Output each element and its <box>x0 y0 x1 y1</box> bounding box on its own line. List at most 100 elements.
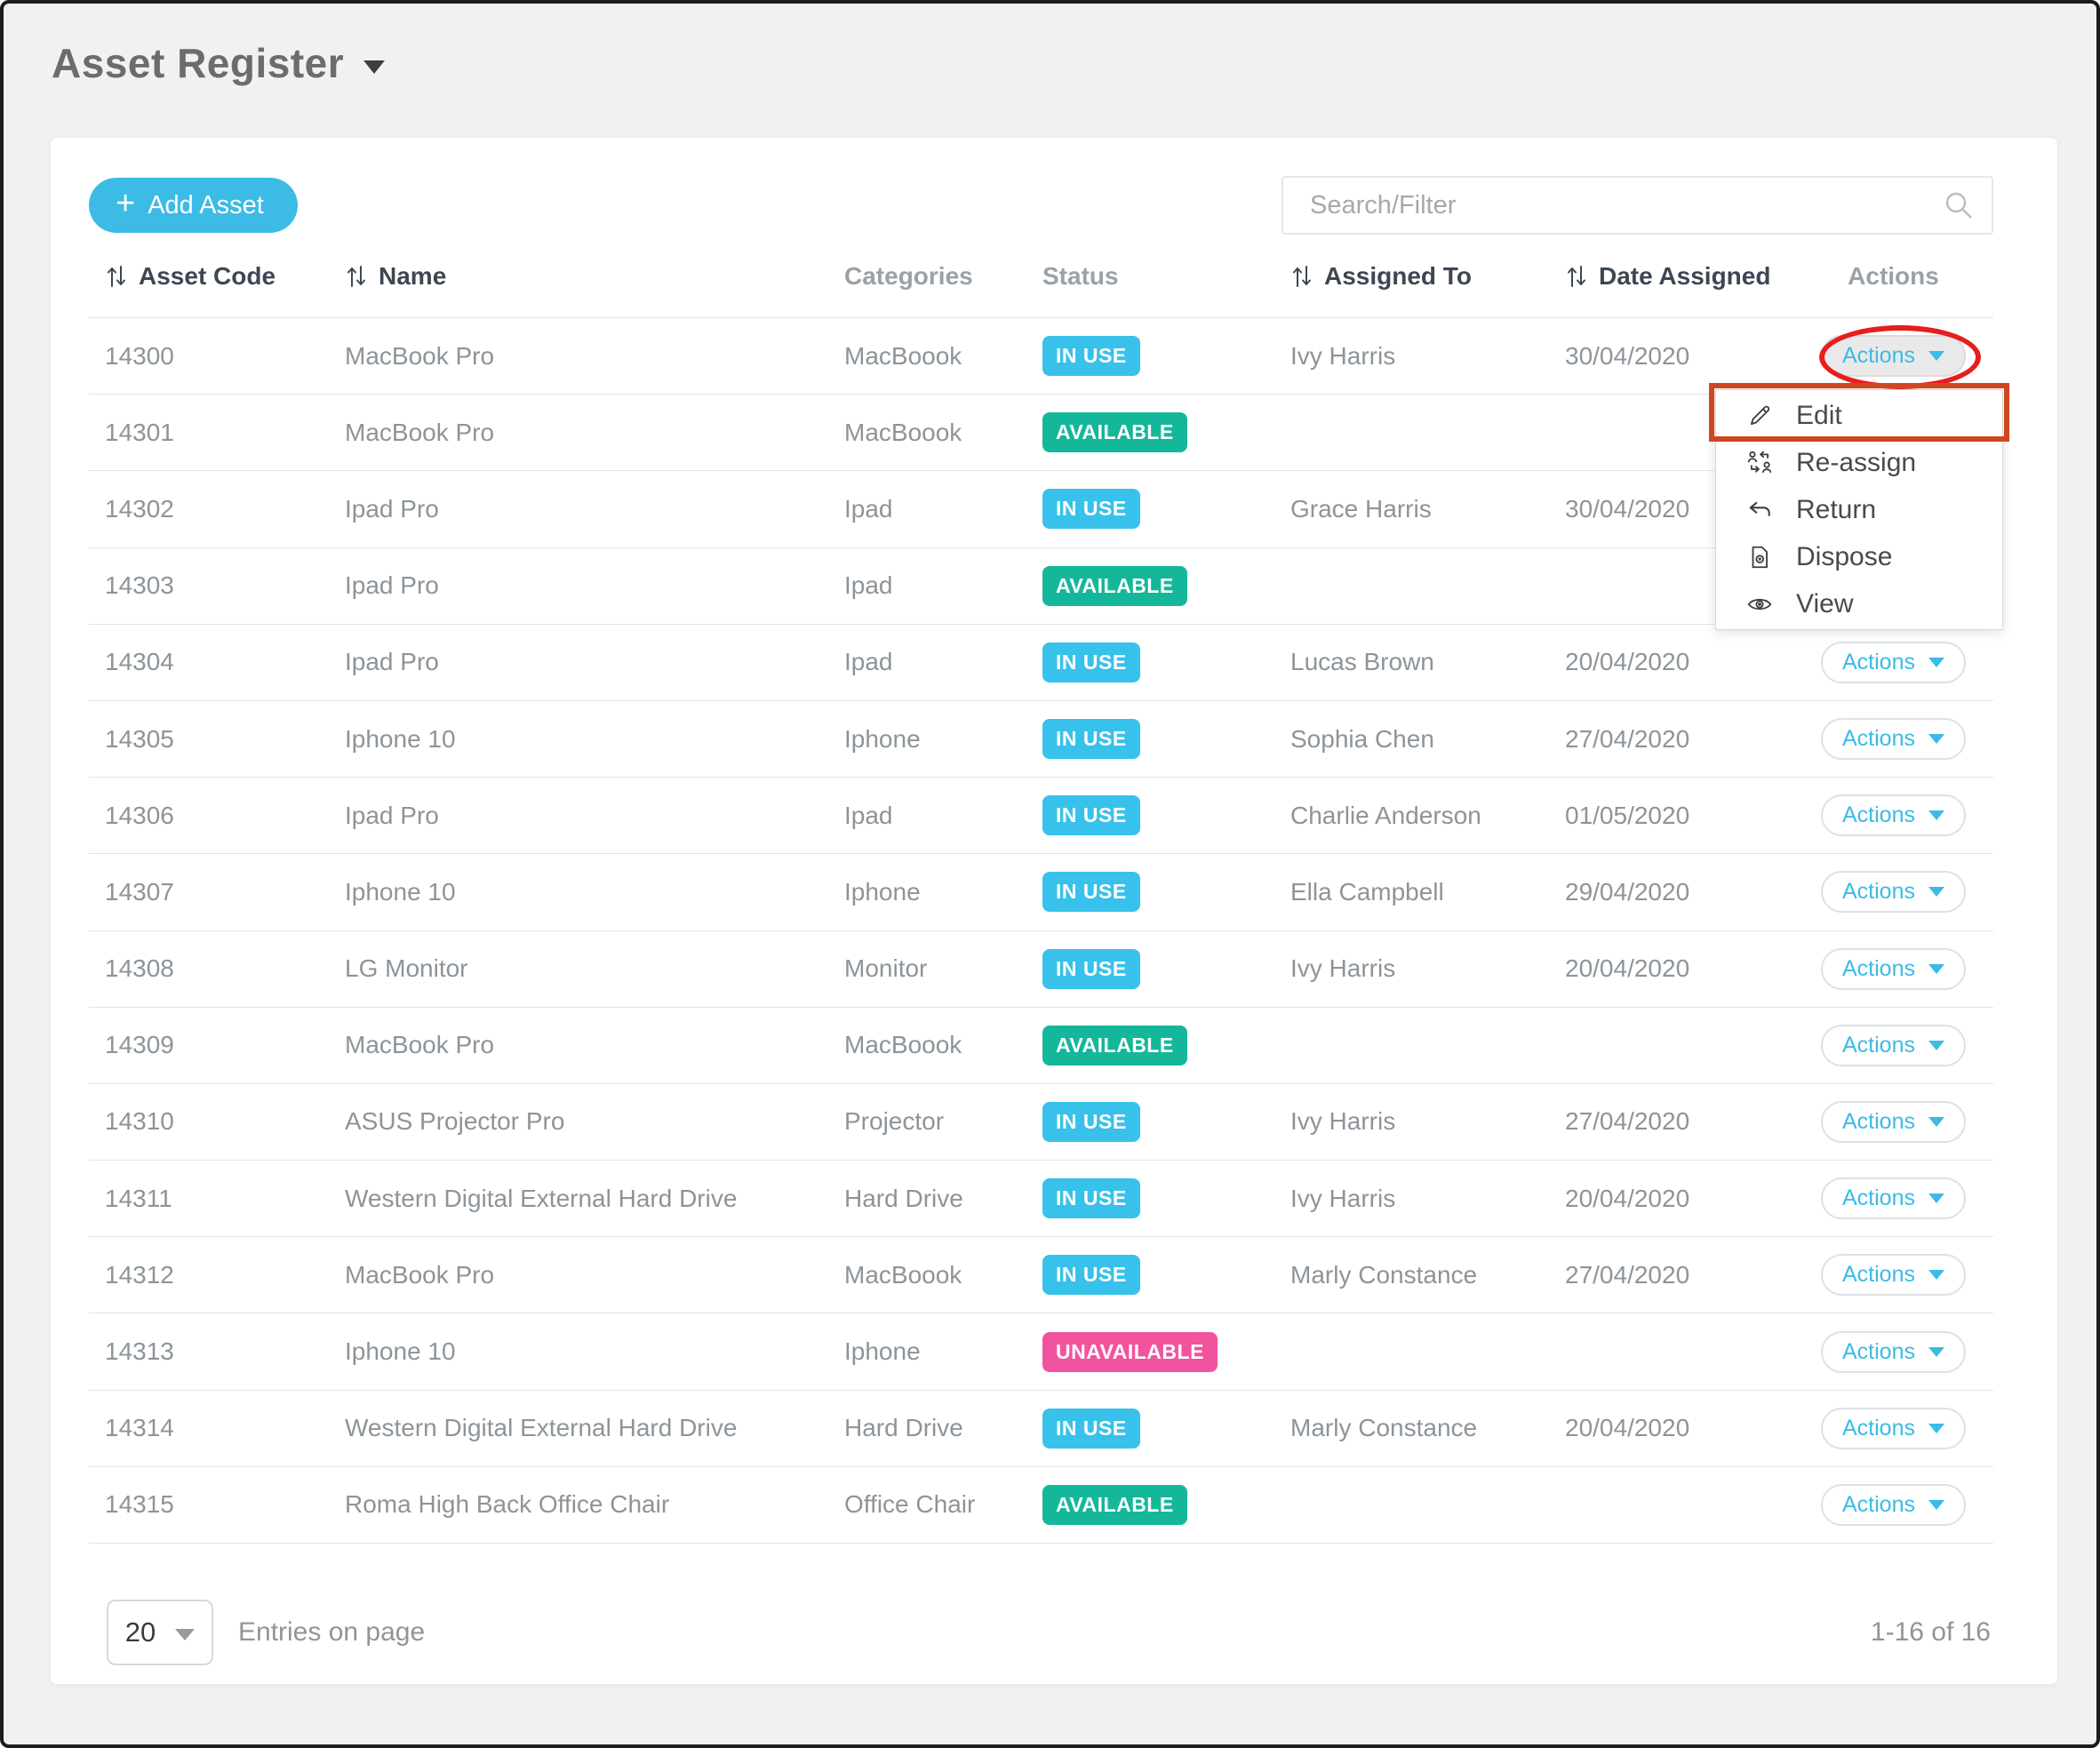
table-row: 14308 LG Monitor Monitor IN USE Ivy Harr… <box>89 931 1993 1008</box>
entries-per-page-select[interactable]: 20 <box>107 1600 213 1665</box>
asset-code-cell: 14302 <box>105 494 174 523</box>
return-arrow-icon <box>1746 497 1773 523</box>
actions-button[interactable]: Actions <box>1821 947 1966 990</box>
column-header-actions: Actions <box>1848 261 1939 290</box>
actions-button[interactable]: Actions <box>1821 1483 1966 1526</box>
actions-cell: Actions <box>1793 1177 1993 1220</box>
status-cell: IN USE <box>1042 336 1290 377</box>
status-cell: IN USE <box>1042 1255 1290 1296</box>
status-cell: IN USE <box>1042 1408 1290 1449</box>
asset-code-cell: 14308 <box>105 954 174 983</box>
search-input[interactable] <box>1282 176 1993 235</box>
actions-button[interactable]: Actions <box>1821 718 1966 761</box>
asset-code-cell: 14310 <box>105 1107 174 1136</box>
asset-code-cell: 14315 <box>105 1490 174 1519</box>
menu-item-reassign[interactable]: Re-assign <box>1716 439 2002 486</box>
add-asset-button[interactable]: + Add Asset <box>89 178 298 233</box>
asset-code-cell: 14304 <box>105 648 174 676</box>
column-header-assigned-to[interactable]: Assigned To <box>1290 262 1565 291</box>
asset-name-cell: Roma High Back Office Chair <box>345 1490 670 1519</box>
actions-button[interactable]: Actions <box>1821 1024 1966 1066</box>
actions-button[interactable]: Actions <box>1821 1100 1966 1143</box>
column-header-date-assigned[interactable]: Date Assigned <box>1565 262 1793 291</box>
date-assigned-cell: 29/04/2020 <box>1565 877 1690 906</box>
status-badge: IN USE <box>1042 795 1140 836</box>
asset-code-cell: 14307 <box>105 877 174 906</box>
column-header-asset-code[interactable]: Asset Code <box>89 262 345 291</box>
menu-item-edit[interactable]: Edit <box>1716 392 2002 439</box>
asset-code-cell: 14311 <box>105 1184 172 1212</box>
table-row: 14306 Ipad Pro Ipad IN USE Charlie Ander… <box>89 778 1993 855</box>
category-cell: Iphone <box>844 877 921 906</box>
date-assigned-cell: 27/04/2020 <box>1565 1107 1690 1136</box>
actions-cell: Actions <box>1793 1024 1993 1066</box>
category-cell: Iphone <box>844 724 921 753</box>
asset-name-cell: Iphone 10 <box>345 1337 456 1366</box>
table-row: 14315 Roma High Back Office Chair Office… <box>89 1467 1993 1544</box>
status-cell: IN USE <box>1042 719 1290 760</box>
title-dropdown-caret-icon[interactable] <box>363 60 386 74</box>
table-row: 14312 MacBook Pro MacBoook IN USE Marly … <box>89 1237 1993 1314</box>
column-header-status: Status <box>1042 261 1119 290</box>
search-icon <box>1945 192 1972 219</box>
chevron-down-icon <box>1928 351 1944 362</box>
date-assigned-cell: 30/04/2020 <box>1565 341 1690 370</box>
assigned-to-cell: Grace Harris <box>1290 494 1432 523</box>
date-assigned-cell: 20/04/2020 <box>1565 1414 1690 1442</box>
actions-button[interactable]: Actions <box>1821 641 1966 683</box>
asset-name-cell: MacBook Pro <box>345 1031 495 1059</box>
status-badge: IN USE <box>1042 642 1140 682</box>
table-row: 14304 Ipad Pro Ipad IN USE Lucas Brown 2… <box>89 625 1993 701</box>
category-cell: Ipad <box>844 648 893 676</box>
category-cell: MacBoook <box>844 341 962 370</box>
date-assigned-cell: 20/04/2020 <box>1565 1184 1690 1212</box>
category-cell: Monitor <box>844 954 928 983</box>
category-cell: Hard Drive <box>844 1184 963 1212</box>
pagination-bar: 20 Entries on page 1-16 of 16 <box>89 1600 1991 1665</box>
table-row: 14305 Iphone 10 Iphone IN USE Sophia Che… <box>89 701 1993 778</box>
toolbar: + Add Asset <box>89 176 1993 235</box>
actions-cell: Actions <box>1793 1483 1993 1526</box>
actions-cell: Actions <box>1793 947 1993 990</box>
table-body: 14300 MacBook Pro MacBoook IN USE Ivy Ha… <box>89 318 1993 1544</box>
status-cell: IN USE <box>1042 795 1290 836</box>
status-cell: IN USE <box>1042 489 1290 530</box>
asset-code-cell: 14303 <box>105 571 174 600</box>
actions-button[interactable]: Actions <box>1821 1177 1966 1220</box>
actions-button[interactable]: Actions <box>1821 1407 1966 1449</box>
entries-on-page-label: Entries on page <box>238 1617 426 1647</box>
table-row: 14303 Ipad Pro Ipad AVAILABLE Actions <box>89 548 1993 625</box>
actions-cell: Actions <box>1793 1407 1993 1449</box>
asset-code-cell: 14309 <box>105 1031 174 1059</box>
menu-item-return[interactable]: Return <box>1716 486 2002 533</box>
table-row: 14301 MacBook Pro MacBoook AVAILABLE Act… <box>89 395 1993 472</box>
table-row: 14307 Iphone 10 Iphone IN USE Ella Campb… <box>89 854 1993 931</box>
status-cell: AVAILABLE <box>1042 412 1290 453</box>
asset-name-cell: Ipad Pro <box>345 571 439 600</box>
asset-name-cell: Iphone 10 <box>345 877 456 906</box>
date-assigned-cell: 01/05/2020 <box>1565 801 1690 829</box>
sort-icon <box>347 265 365 287</box>
actions-button[interactable]: Actions <box>1821 871 1966 914</box>
status-cell: AVAILABLE <box>1042 1484 1290 1525</box>
actions-button[interactable]: Actions <box>1821 794 1966 837</box>
table-row: 14311 Western Digital External Hard Driv… <box>89 1161 1993 1238</box>
actions-button[interactable]: Actions <box>1821 1254 1966 1297</box>
chevron-down-icon <box>1928 734 1944 745</box>
actions-button[interactable]: Actions <box>1821 335 1966 378</box>
column-header-name[interactable]: Name <box>345 262 844 291</box>
table-row: 14309 MacBook Pro MacBoook AVAILABLE Act… <box>89 1008 1993 1084</box>
status-cell: IN USE <box>1042 1178 1290 1219</box>
status-badge: IN USE <box>1042 1178 1140 1219</box>
assigned-to-cell: Marly Constance <box>1290 1260 1478 1289</box>
asset-name-cell: Iphone 10 <box>345 724 456 753</box>
actions-button[interactable]: Actions <box>1821 1330 1966 1373</box>
menu-item-view[interactable]: View <box>1716 580 2002 627</box>
menu-item-dispose[interactable]: Dispose <box>1716 533 2002 580</box>
assigned-to-cell: Ella Campbell <box>1290 877 1444 906</box>
chevron-down-icon <box>1928 1040 1944 1050</box>
category-cell: MacBoook <box>844 418 962 446</box>
status-badge: UNAVAILABLE <box>1042 1331 1218 1372</box>
